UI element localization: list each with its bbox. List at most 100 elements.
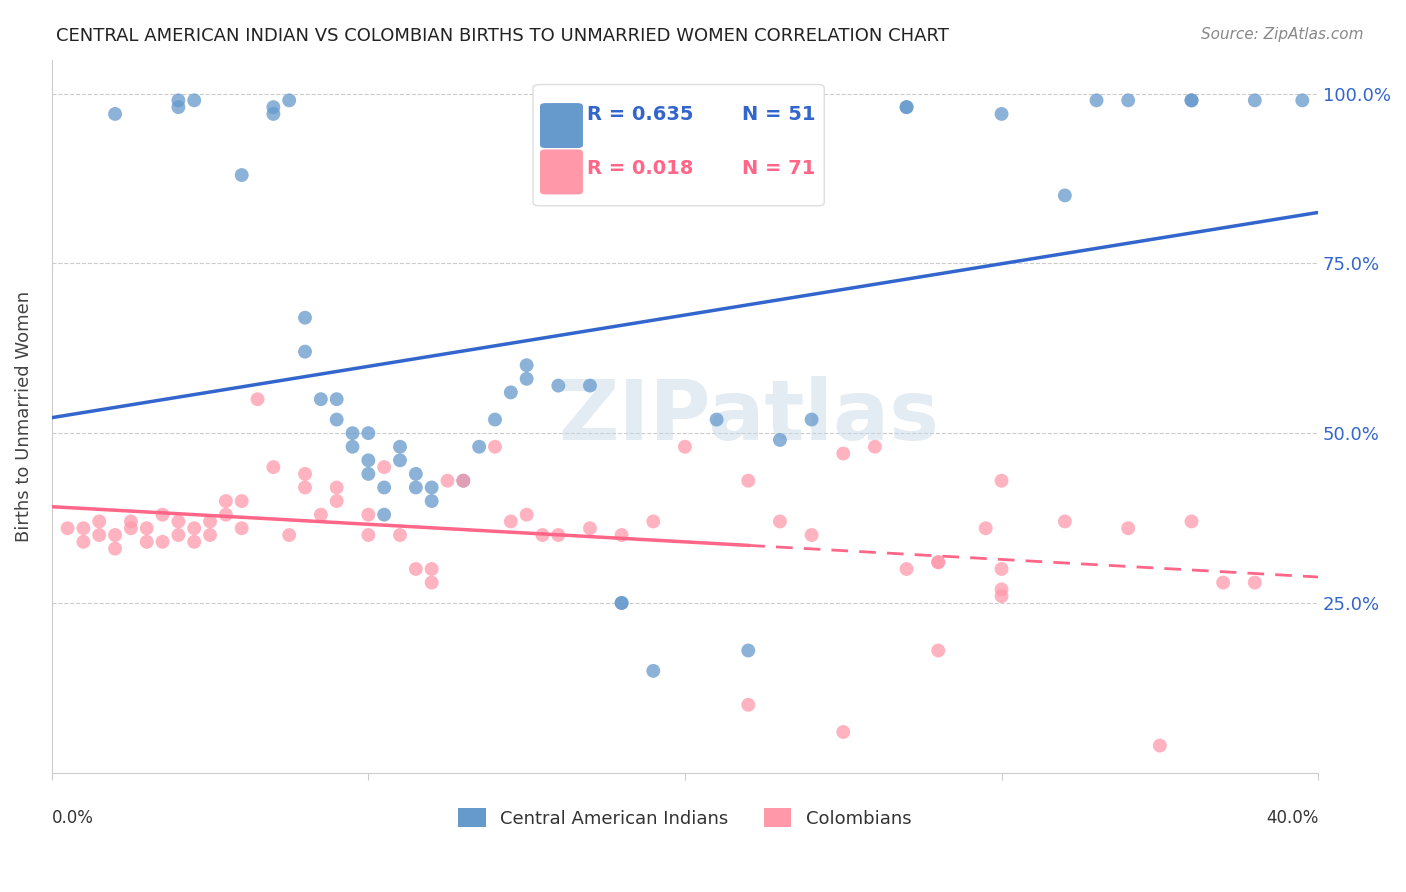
- Point: [643, 515, 665, 529]
- Point: [610, 596, 633, 610]
- Point: [927, 555, 949, 569]
- Point: [547, 378, 569, 392]
- Point: [152, 508, 174, 522]
- Text: CENTRAL AMERICAN INDIAN VS COLOMBIAN BIRTHS TO UNMARRIED WOMEN CORRELATION CHART: CENTRAL AMERICAN INDIAN VS COLOMBIAN BIR…: [56, 27, 949, 45]
- Point: [357, 426, 380, 441]
- Point: [453, 474, 475, 488]
- Point: [800, 528, 823, 542]
- Point: [990, 582, 1012, 597]
- Point: [516, 358, 538, 372]
- Point: [579, 378, 602, 392]
- Point: [927, 555, 949, 569]
- Point: [342, 426, 364, 441]
- Point: [198, 528, 221, 542]
- Legend: Central American Indians, Colombians: Central American Indians, Colombians: [451, 801, 918, 835]
- Point: [1116, 94, 1139, 108]
- Point: [1243, 575, 1265, 590]
- Point: [516, 372, 538, 386]
- Point: [420, 494, 443, 508]
- Point: [373, 508, 395, 522]
- Point: [294, 481, 316, 495]
- Point: [357, 453, 380, 467]
- FancyBboxPatch shape: [533, 85, 824, 206]
- Point: [499, 385, 522, 400]
- Point: [72, 521, 94, 535]
- Point: [357, 467, 380, 481]
- Point: [1212, 575, 1234, 590]
- Point: [325, 481, 347, 495]
- Text: ZIPatlas: ZIPatlas: [558, 376, 939, 457]
- Point: [800, 412, 823, 426]
- Point: [453, 474, 475, 488]
- Point: [388, 453, 411, 467]
- Point: [990, 107, 1012, 121]
- Point: [499, 515, 522, 529]
- Point: [89, 528, 111, 542]
- Text: R = 0.018: R = 0.018: [588, 159, 693, 178]
- Point: [262, 100, 284, 114]
- Point: [643, 664, 665, 678]
- Point: [104, 528, 127, 542]
- Point: [215, 508, 238, 522]
- Point: [325, 412, 347, 426]
- Point: [56, 521, 79, 535]
- Point: [373, 481, 395, 495]
- Point: [89, 515, 111, 529]
- Point: [246, 392, 269, 407]
- Text: N = 51: N = 51: [742, 105, 815, 124]
- Point: [120, 521, 142, 535]
- Point: [769, 515, 792, 529]
- Text: 0.0%: 0.0%: [52, 809, 94, 827]
- Point: [737, 643, 759, 657]
- Point: [388, 440, 411, 454]
- Point: [278, 94, 301, 108]
- Point: [325, 494, 347, 508]
- Point: [231, 521, 253, 535]
- Point: [120, 515, 142, 529]
- Point: [737, 698, 759, 712]
- Point: [135, 534, 157, 549]
- Point: [436, 474, 458, 488]
- Point: [183, 94, 205, 108]
- Point: [104, 107, 127, 121]
- Point: [183, 534, 205, 549]
- Point: [863, 440, 886, 454]
- Point: [1053, 188, 1076, 202]
- Point: [342, 440, 364, 454]
- Point: [294, 467, 316, 481]
- Point: [104, 541, 127, 556]
- Point: [405, 481, 427, 495]
- Point: [135, 521, 157, 535]
- Point: [167, 515, 190, 529]
- Point: [1180, 94, 1202, 108]
- Point: [262, 107, 284, 121]
- Point: [974, 521, 997, 535]
- Point: [673, 440, 696, 454]
- Point: [309, 392, 332, 407]
- Point: [420, 562, 443, 576]
- Point: [990, 474, 1012, 488]
- Text: 40.0%: 40.0%: [1265, 809, 1319, 827]
- Point: [547, 528, 569, 542]
- Point: [405, 467, 427, 481]
- Point: [1291, 94, 1313, 108]
- Point: [990, 589, 1012, 603]
- Point: [769, 433, 792, 447]
- Point: [405, 562, 427, 576]
- Point: [309, 508, 332, 522]
- Point: [357, 508, 380, 522]
- Point: [420, 575, 443, 590]
- Point: [1085, 94, 1108, 108]
- Point: [896, 100, 918, 114]
- Point: [420, 481, 443, 495]
- Point: [516, 508, 538, 522]
- Point: [167, 100, 190, 114]
- Point: [167, 94, 190, 108]
- Point: [215, 494, 238, 508]
- Point: [388, 528, 411, 542]
- Point: [531, 528, 554, 542]
- Point: [167, 528, 190, 542]
- Point: [183, 521, 205, 535]
- Point: [294, 310, 316, 325]
- Point: [832, 446, 855, 460]
